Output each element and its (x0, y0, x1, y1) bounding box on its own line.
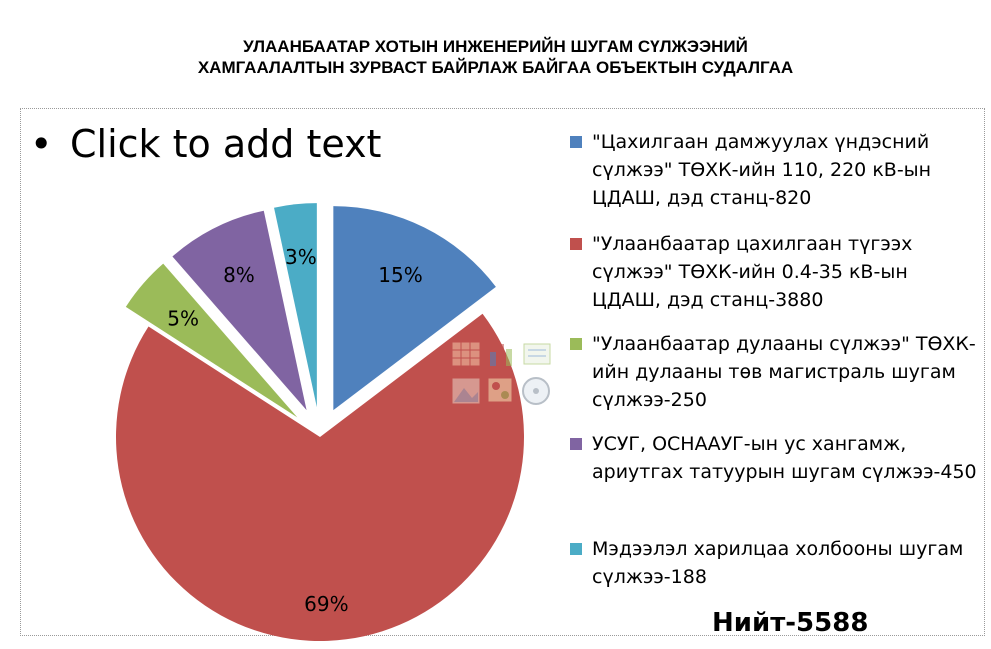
pie-percent-label-2: 69% (304, 592, 348, 616)
chart-plot-area[interactable] (20, 108, 985, 636)
legend-swatch (570, 238, 582, 250)
legend-swatch (570, 338, 582, 350)
legend-label: "Улаанбаатар дулааны сүлжээ" ТӨХК-ийн ду… (592, 333, 976, 411)
pie-slice-2 (115, 313, 525, 641)
legend-label: "Цахилгаан дамжуулах үндэсний сүлжээ" ТӨ… (592, 131, 932, 209)
insert-smartart-icon[interactable] (523, 343, 551, 365)
insert-chart-icon[interactable] (490, 344, 512, 366)
insert-picture-icon[interactable] (451, 377, 481, 405)
pie-percent-labels: 15% 69% 5% 8% 3% (167, 245, 422, 616)
total-label: Нийт-5588 (712, 608, 869, 638)
pie-percent-label-4: 8% (223, 263, 255, 287)
pie-slice-1 (333, 206, 496, 411)
legend-label: "Улаанбаатар цахилгаан түгээх сүлжээ" ТӨ… (592, 233, 913, 311)
chart-title: УЛААНБААТАР ХОТЫН ИНЖЕНЕРИЙН ШУГАМ СҮЛЖЭ… (0, 36, 991, 78)
pie-percent-label-3: 5% (167, 307, 199, 331)
legend-swatch (570, 543, 582, 555)
legend-label: УСУГ, ОСНААУГ-ын ус хангамж, ариутгах та… (592, 433, 977, 483)
placeholder-text: Click to add text (70, 122, 382, 166)
legend-swatch (570, 136, 582, 148)
legend-swatch (570, 438, 582, 450)
placeholder-bullet: • (30, 122, 53, 166)
click-to-add-text-placeholder[interactable]: • Click to add text (30, 122, 381, 166)
chart-title-line-1: УЛААНБААТАР ХОТЫН ИНЖЕНЕРИЙН ШУГАМ СҮЛЖЭ… (243, 37, 748, 56)
insert-clipart-icon[interactable] (487, 377, 513, 403)
insert-table-icon[interactable] (451, 341, 481, 367)
pie-slice-3 (125, 263, 298, 418)
insert-content-icons[interactable] (450, 340, 556, 410)
pie-slice-4 (172, 210, 307, 411)
pie-percent-label-1: 15% (378, 263, 422, 287)
chart-title-line-2: ХАМГААЛАЛТЫН ЗУРВАСТ БАЙРЛАЖ БАЙГАА ОБЪЕ… (197, 58, 794, 77)
pie-slice-5 (274, 203, 317, 408)
pie-percent-label-5: 3% (285, 245, 317, 269)
pie-slices (115, 203, 525, 641)
legend-label: Мэдээлэл харилцаа холбооны шугам сүлжээ-… (592, 538, 964, 588)
insert-media-icon[interactable] (522, 377, 550, 405)
